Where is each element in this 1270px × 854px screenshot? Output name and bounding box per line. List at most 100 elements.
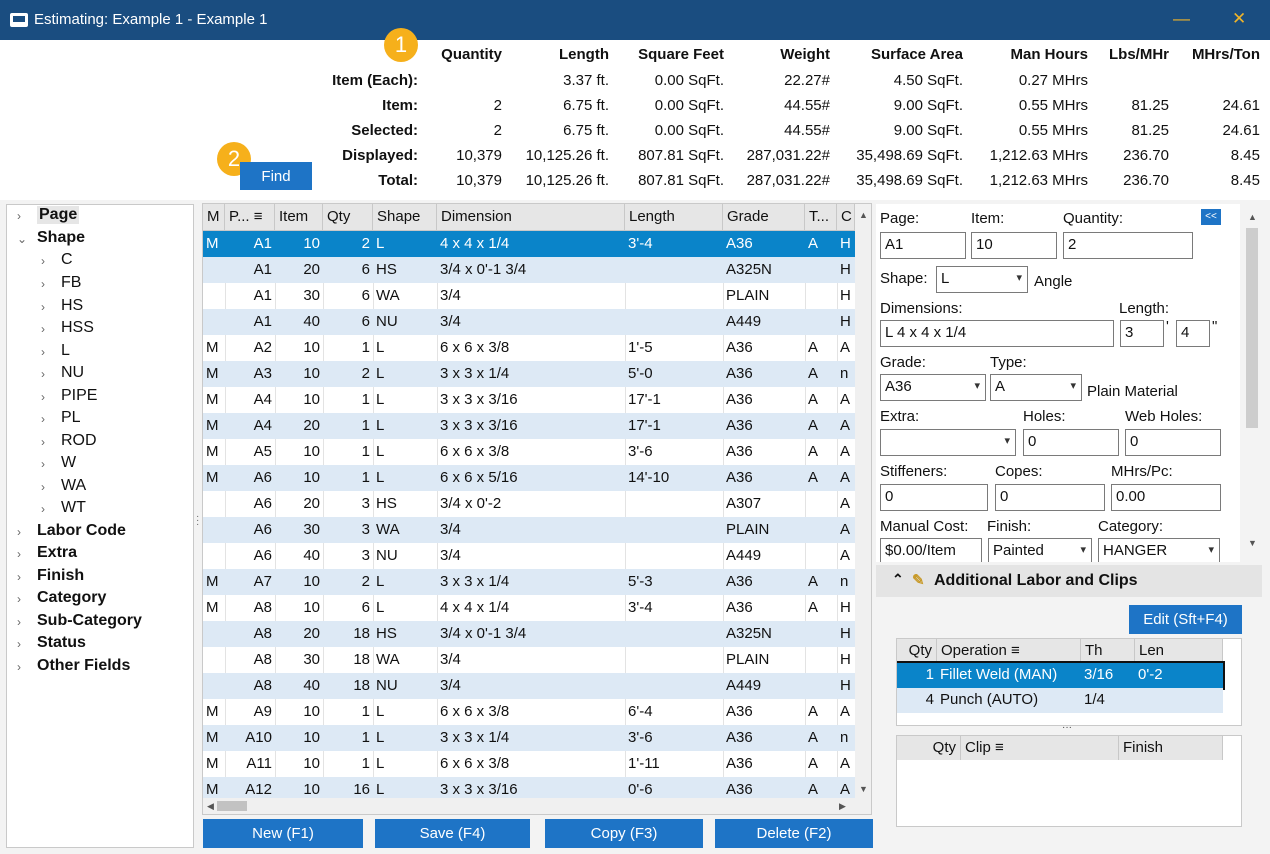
chevron-right-icon[interactable]: › bbox=[41, 457, 45, 471]
chevron-right-icon[interactable]: › bbox=[41, 390, 45, 404]
page-field[interactable]: A1 bbox=[880, 232, 966, 259]
table-row[interactable]: A8 40 18 NU 3/4 A449 H bbox=[203, 673, 855, 699]
grid-col-header[interactable]: Qty bbox=[323, 204, 373, 231]
tree-node[interactable]: PL bbox=[61, 409, 81, 426]
chevron-right-icon[interactable]: › bbox=[17, 547, 21, 561]
chevron-down-icon[interactable]: ⌄ bbox=[17, 232, 28, 246]
tree-node[interactable]: NU bbox=[61, 364, 85, 381]
shape-dropdown[interactable]: L bbox=[936, 266, 1028, 293]
table-row[interactable]: A1 40 6 NU 3/4 A449 H bbox=[203, 309, 855, 335]
quantity-field[interactable]: 2 bbox=[1063, 232, 1193, 259]
operation-row[interactable]: 1 Fillet Weld (MAN) 3/16 0'-2 bbox=[897, 661, 1225, 690]
table-row[interactable]: A6 30 3 WA 3/4 PLAIN A bbox=[203, 517, 855, 543]
new-button[interactable]: New (F1) bbox=[203, 819, 363, 848]
chevron-right-icon[interactable]: › bbox=[17, 209, 21, 223]
tree-node[interactable]: W bbox=[61, 454, 77, 471]
close-button[interactable]: ✕ bbox=[1232, 9, 1247, 28]
additional-labor-header[interactable]: ⌃ ✎ Additional Labor and Clips bbox=[876, 565, 1262, 597]
grid-col-header[interactable]: P... ≡ bbox=[225, 204, 275, 231]
tree-node[interactable]: HS bbox=[61, 297, 84, 314]
tree-node[interactable]: C bbox=[61, 251, 73, 268]
chevron-right-icon[interactable]: › bbox=[41, 322, 45, 336]
table-row[interactable]: A6 40 3 NU 3/4 A449 A bbox=[203, 543, 855, 569]
tree-node[interactable]: HSS bbox=[61, 319, 94, 336]
find-button[interactable]: Find bbox=[240, 162, 312, 190]
dimensions-field[interactable]: L 4 x 4 x 1/4 bbox=[880, 320, 1114, 347]
table-row[interactable]: A6 20 3 HS 3/4 x 0'-2 A307 A bbox=[203, 491, 855, 517]
table-row[interactable]: M A9 10 1 L 6 x 6 x 3/8 6'-4 A36 A A bbox=[203, 699, 855, 725]
grid-col-header[interactable]: Shape bbox=[373, 204, 437, 231]
chevron-right-icon[interactable]: › bbox=[17, 570, 21, 584]
delete-button[interactable]: Delete (F2) bbox=[715, 819, 873, 848]
grid-col-header[interactable]: M bbox=[203, 204, 225, 231]
chevron-right-icon[interactable]: › bbox=[17, 592, 21, 606]
splitter-grip[interactable]: · · · bbox=[196, 511, 200, 530]
table-row[interactable]: M A4 20 1 L 3 x 3 x 3/16 17'-1 A36 A A bbox=[203, 413, 855, 439]
scroll-right-icon[interactable]: ▶ bbox=[839, 801, 846, 811]
tree-node[interactable]: WA bbox=[61, 477, 87, 494]
table-row[interactable]: A1 30 6 WA 3/4 PLAIN H bbox=[203, 283, 855, 309]
finish-dropdown[interactable]: Painted bbox=[988, 538, 1092, 562]
chevron-right-icon[interactable]: › bbox=[17, 637, 21, 651]
grid-vertical-scrollbar[interactable]: ▲ ▼ bbox=[855, 204, 871, 799]
grid-col-header[interactable]: Dimension bbox=[437, 204, 625, 231]
chevron-up-icon[interactable]: ⌃ bbox=[892, 571, 904, 587]
chevron-right-icon[interactable]: › bbox=[41, 480, 45, 494]
manual-cost-field[interactable]: $0.00/Item bbox=[880, 538, 982, 562]
tree-node[interactable]: Shape bbox=[37, 229, 86, 246]
table-row[interactable]: M A8 10 6 L 4 x 4 x 1/4 3'-4 A36 A H bbox=[203, 595, 855, 621]
chevron-right-icon[interactable]: › bbox=[41, 300, 45, 314]
operations-col-header[interactable]: Th bbox=[1081, 639, 1135, 663]
table-row[interactable]: M A6 10 1 L 6 x 6 x 5/16 14'-10 A36 A A bbox=[203, 465, 855, 491]
web-holes-field[interactable]: 0 bbox=[1125, 429, 1221, 456]
table-row[interactable]: M A4 10 1 L 3 x 3 x 3/16 17'-1 A36 A A bbox=[203, 387, 855, 413]
holes-field[interactable]: 0 bbox=[1023, 429, 1119, 456]
chevron-right-icon[interactable]: › bbox=[17, 525, 21, 539]
save-button[interactable]: Save (F4) bbox=[375, 819, 530, 848]
tree-node[interactable]: Extra bbox=[37, 544, 78, 561]
hscroll-thumb[interactable] bbox=[217, 801, 247, 811]
chevron-right-icon[interactable]: › bbox=[41, 502, 45, 516]
table-row[interactable]: M A5 10 1 L 6 x 6 x 3/8 3'-6 A36 A A bbox=[203, 439, 855, 465]
collapse-panel-button[interactable]: << bbox=[1201, 209, 1221, 225]
detail-scrollbar[interactable]: ▲ ▼ bbox=[1242, 206, 1262, 556]
tree-node[interactable]: L bbox=[61, 342, 70, 359]
operations-col-header[interactable]: Len bbox=[1135, 639, 1223, 663]
type-dropdown[interactable]: A bbox=[990, 374, 1082, 401]
detail-scroll-up-icon[interactable]: ▲ bbox=[1248, 212, 1257, 222]
grid-col-header[interactable]: C bbox=[837, 204, 855, 231]
table-row[interactable]: A8 20 18 HS 3/4 x 0'-1 3/4 A325N H bbox=[203, 621, 855, 647]
clips-col-header[interactable]: Finish bbox=[1119, 736, 1223, 760]
operation-row[interactable]: 4 Punch (AUTO) 1/4 bbox=[897, 688, 1223, 713]
chevron-right-icon[interactable]: › bbox=[17, 660, 21, 674]
item-field[interactable]: 10 bbox=[971, 232, 1057, 259]
chevron-right-icon[interactable]: › bbox=[41, 367, 45, 381]
chevron-right-icon[interactable]: › bbox=[17, 615, 21, 629]
extra-dropdown[interactable] bbox=[880, 429, 1016, 456]
category-dropdown[interactable]: HANGER bbox=[1098, 538, 1220, 562]
resize-grip[interactable]: ··· bbox=[1062, 722, 1072, 733]
tree-node[interactable]: Category bbox=[37, 589, 107, 606]
tree-node[interactable]: Page bbox=[37, 206, 80, 224]
stiffeners-field[interactable]: 0 bbox=[880, 484, 988, 511]
minimize-button[interactable]: — bbox=[1173, 9, 1190, 28]
length-inches-field[interactable]: 4 bbox=[1176, 320, 1210, 347]
chevron-right-icon[interactable]: › bbox=[41, 435, 45, 449]
grade-dropdown[interactable]: A36 bbox=[880, 374, 986, 401]
length-feet-field[interactable]: 3 bbox=[1120, 320, 1164, 347]
table-row[interactable]: A8 30 18 WA 3/4 PLAIN H bbox=[203, 647, 855, 673]
tree-node[interactable]: Finish bbox=[37, 567, 85, 584]
tree-node[interactable]: Sub-Category bbox=[37, 612, 142, 629]
chevron-right-icon[interactable]: › bbox=[41, 412, 45, 426]
grid-col-header[interactable]: T... bbox=[805, 204, 837, 231]
copy-button[interactable]: Copy (F3) bbox=[545, 819, 703, 848]
table-row[interactable]: A1 20 6 HS 3/4 x 0'-1 3/4 A325N H bbox=[203, 257, 855, 283]
tree-node[interactable]: PIPE bbox=[61, 387, 98, 404]
operations-col-header[interactable]: Qty bbox=[897, 639, 937, 663]
edit-labor-button[interactable]: Edit (Sft+F4) bbox=[1129, 605, 1242, 634]
operations-col-header[interactable]: Operation ≡ bbox=[937, 639, 1081, 663]
chevron-right-icon[interactable]: › bbox=[41, 345, 45, 359]
